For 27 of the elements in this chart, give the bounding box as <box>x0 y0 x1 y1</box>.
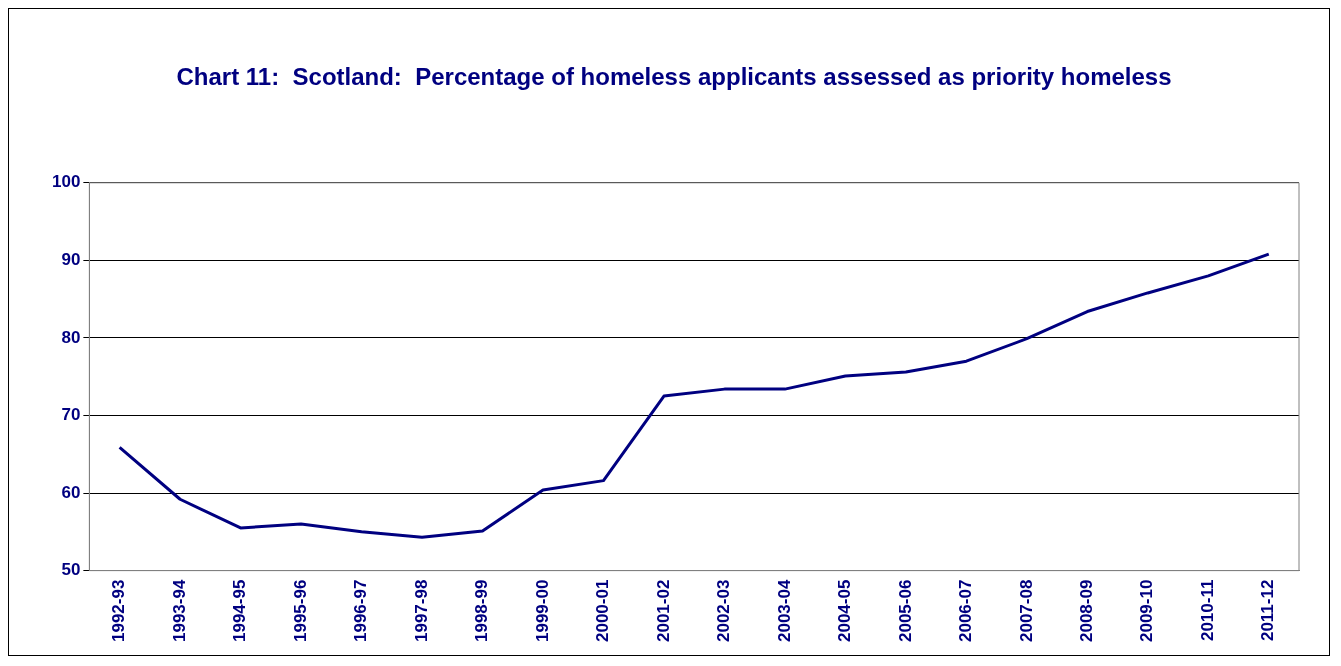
x-tick-label: 2006-07 <box>956 579 976 642</box>
x-tick-label: 2002-03 <box>714 579 734 642</box>
y-tick-label: 60 <box>61 482 81 502</box>
y-tick-label: 80 <box>61 327 81 347</box>
x-tick-label: 1992-93 <box>109 579 129 642</box>
x-tick-label: 2004-05 <box>835 579 855 642</box>
x-tick-label: 2007-08 <box>1016 579 1036 642</box>
x-tick-label: 2005-06 <box>895 579 915 642</box>
y-tick-label: 50 <box>61 560 81 580</box>
chart-title: Chart 11: Scotland: Percentage of homeless applicants assessed as priority homeless <box>176 63 1172 91</box>
x-tick-label: 2003-04 <box>774 579 794 642</box>
x-tick-label: 2001-02 <box>653 579 673 642</box>
x-tick-label: 2000-01 <box>593 579 613 642</box>
x-tick-label: 1995-96 <box>290 579 310 642</box>
y-tick-label: 90 <box>61 250 81 270</box>
x-tick-label: 1999-00 <box>532 579 552 642</box>
y-tick-label: 100 <box>51 172 81 192</box>
x-tick-label: 2008-09 <box>1077 579 1096 642</box>
x-tick-label: 1996-97 <box>351 579 371 642</box>
x-tick-label: 1994-95 <box>230 579 250 642</box>
x-tick-label: 1998-99 <box>472 579 492 642</box>
y-tick-label: 70 <box>61 405 81 425</box>
x-tick-label: 2011-12 <box>1258 579 1278 642</box>
x-tick-label: 1997-98 <box>411 579 431 642</box>
x-tick-label: 1993-94 <box>169 579 189 642</box>
x-tick-label: 2009-10 <box>1137 579 1157 642</box>
x-tick-label: 2010-11 <box>1197 579 1217 642</box>
